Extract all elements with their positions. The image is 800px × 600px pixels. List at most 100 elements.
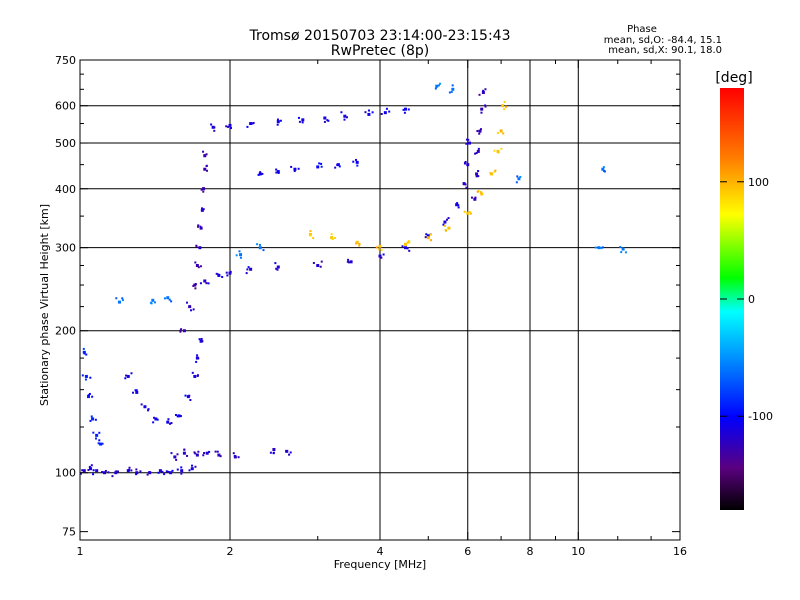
data-point-spread <box>85 353 88 356</box>
data-point-spread <box>128 468 131 471</box>
data-point-spread <box>202 190 205 193</box>
data-point <box>228 123 232 127</box>
data-point-spread <box>194 282 197 285</box>
data-point-spread <box>152 421 155 424</box>
data-point <box>228 271 232 275</box>
data-point-spread <box>194 261 197 264</box>
data-point-spread <box>476 130 479 133</box>
data-point-spread <box>457 206 460 209</box>
data-point-spread <box>336 163 339 166</box>
data-point-spread <box>175 458 178 461</box>
data-point-spread <box>83 470 86 473</box>
data-point-spread <box>197 357 200 360</box>
data-point-spread <box>624 251 627 254</box>
data-point-spread <box>167 470 170 473</box>
series-e-es-band-near-100-km <box>79 464 197 478</box>
data-point-spread <box>465 186 468 189</box>
series-isolated-echoes <box>115 82 627 305</box>
data-point-spread <box>176 415 179 418</box>
data-point <box>468 141 472 145</box>
data-point-spread <box>232 452 235 455</box>
data-point-spread <box>346 260 349 263</box>
data-point-spread <box>293 170 296 173</box>
data-point-spread <box>229 270 232 273</box>
data-point-spread <box>104 469 107 472</box>
data-point-spread <box>476 190 479 193</box>
data-point <box>276 265 280 269</box>
data-point-spread <box>214 450 217 453</box>
colorbar-tick-label: 100 <box>748 176 769 189</box>
data-point-spread <box>477 170 480 173</box>
data-point-spread <box>288 453 291 456</box>
data-point <box>180 469 184 473</box>
data-point-spread <box>355 242 358 245</box>
data-point-spread <box>195 360 198 363</box>
data-point <box>86 395 90 399</box>
data-point-spread <box>468 211 471 214</box>
data-point-spread <box>101 442 104 445</box>
data-point-spread <box>367 109 370 112</box>
series-f2-x-trace <box>308 100 508 252</box>
data-point-spread <box>505 105 508 108</box>
data-point-spread <box>503 100 506 103</box>
data-point-spread <box>358 242 361 245</box>
data-point-spread <box>406 247 409 250</box>
data-point <box>490 172 494 176</box>
data-point-spread <box>225 271 228 274</box>
data-point-spread <box>135 468 138 471</box>
data-point <box>316 264 320 268</box>
data-point-spread <box>81 469 84 472</box>
data-point-spread <box>312 261 315 264</box>
data-point-spread <box>135 473 138 476</box>
data-point-spread <box>189 399 192 402</box>
data-point-spread <box>90 415 93 418</box>
data-point-spread <box>140 403 143 406</box>
data-point-spread <box>297 167 300 170</box>
data-point-spread <box>205 282 208 285</box>
data-point-spread <box>202 454 205 457</box>
data-point <box>114 471 118 475</box>
data-point <box>199 226 203 230</box>
data-point <box>447 226 451 230</box>
data-point-spread <box>221 275 224 278</box>
data-point-spread <box>479 191 482 194</box>
data-point-spread <box>194 287 197 290</box>
data-point-spread <box>170 300 173 303</box>
data-point <box>195 264 199 268</box>
data-point-spread <box>430 239 433 242</box>
data-point-spread <box>216 450 219 453</box>
data-point <box>601 167 605 171</box>
data-point-spread <box>465 138 468 141</box>
data-point-spread <box>89 376 92 379</box>
data-point-spread <box>83 352 86 355</box>
chart-title: Tromsø 20150703 23:14:00-23:15:43 <box>249 28 511 44</box>
data-point-spread <box>94 437 97 440</box>
data-point-spread <box>427 236 430 239</box>
data-point-spread <box>407 108 410 111</box>
x-tick-label: 16 <box>673 545 687 558</box>
series-upper-cusp-6-3-6-5-mhz <box>470 88 487 201</box>
data-point-spread <box>388 110 391 113</box>
data-point-spread <box>239 256 242 259</box>
data-point-spread <box>203 452 206 455</box>
data-point-spread <box>477 147 480 150</box>
data-point <box>403 242 407 246</box>
data-point-spread <box>170 452 173 455</box>
x-tick-label: 4 <box>377 545 384 558</box>
data-point-spread <box>309 230 312 233</box>
data-point-spread <box>169 422 172 425</box>
data-point-spread <box>192 308 195 311</box>
data-point-spread <box>276 123 279 126</box>
y-tick-label: 750 <box>55 54 76 67</box>
data-point-spread <box>197 224 200 227</box>
data-point-spread <box>130 469 133 472</box>
data-point-spread <box>157 471 160 474</box>
data-point-spread <box>98 439 101 442</box>
data-point-spread <box>183 448 186 451</box>
data-point-spread <box>272 452 275 455</box>
data-point-spread <box>356 164 359 167</box>
data-point <box>143 405 147 409</box>
data-point <box>158 469 162 473</box>
data-point-spread <box>202 208 205 211</box>
data-point-spread <box>380 112 383 115</box>
